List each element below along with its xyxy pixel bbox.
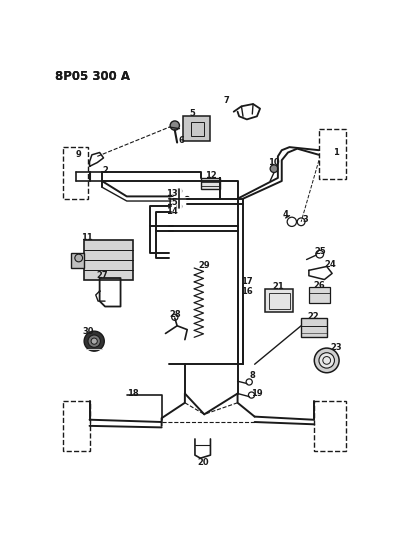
- Circle shape: [185, 196, 190, 201]
- Text: 25: 25: [315, 247, 326, 256]
- Circle shape: [319, 353, 335, 368]
- Text: 27: 27: [96, 271, 108, 280]
- Text: 19: 19: [251, 389, 263, 398]
- Text: 18: 18: [127, 389, 139, 398]
- Text: 26: 26: [313, 281, 325, 290]
- Text: 28: 28: [169, 310, 180, 319]
- Polygon shape: [265, 289, 294, 312]
- Circle shape: [75, 254, 83, 262]
- Text: 1: 1: [333, 148, 339, 157]
- Text: 17: 17: [241, 277, 253, 286]
- Text: 20: 20: [197, 458, 208, 467]
- Circle shape: [169, 196, 174, 201]
- Text: 2: 2: [102, 166, 108, 175]
- Text: 7: 7: [223, 95, 229, 104]
- Text: 9: 9: [76, 150, 82, 158]
- Text: 30: 30: [82, 327, 94, 336]
- Text: 6: 6: [178, 136, 184, 146]
- Circle shape: [177, 189, 182, 193]
- Text: 15: 15: [166, 198, 178, 207]
- Circle shape: [314, 348, 339, 373]
- Text: 16: 16: [241, 287, 253, 296]
- Text: 14: 14: [166, 207, 178, 216]
- Text: 8P05 300 A: 8P05 300 A: [56, 70, 130, 83]
- Text: 24: 24: [324, 260, 336, 269]
- Text: 5: 5: [190, 109, 195, 118]
- Text: 22: 22: [307, 312, 319, 321]
- Polygon shape: [309, 287, 330, 303]
- Circle shape: [91, 338, 97, 344]
- Polygon shape: [301, 318, 327, 337]
- Circle shape: [84, 331, 104, 351]
- Text: 23: 23: [330, 343, 342, 352]
- Polygon shape: [201, 178, 220, 189]
- Text: 11: 11: [81, 233, 92, 241]
- Text: 3: 3: [302, 215, 308, 224]
- Circle shape: [270, 165, 278, 173]
- Text: 10: 10: [268, 158, 280, 167]
- Circle shape: [88, 335, 100, 348]
- Circle shape: [177, 204, 182, 209]
- Polygon shape: [183, 116, 210, 141]
- Text: 4: 4: [282, 209, 288, 219]
- Text: 8P05 300 A: 8P05 300 A: [56, 70, 130, 83]
- Text: 21: 21: [272, 282, 284, 291]
- Text: 12: 12: [204, 171, 216, 180]
- Circle shape: [170, 121, 179, 130]
- Polygon shape: [84, 239, 133, 280]
- Text: 8: 8: [249, 372, 255, 381]
- Polygon shape: [71, 253, 84, 268]
- Text: 29: 29: [199, 261, 210, 270]
- Text: 13: 13: [166, 189, 178, 198]
